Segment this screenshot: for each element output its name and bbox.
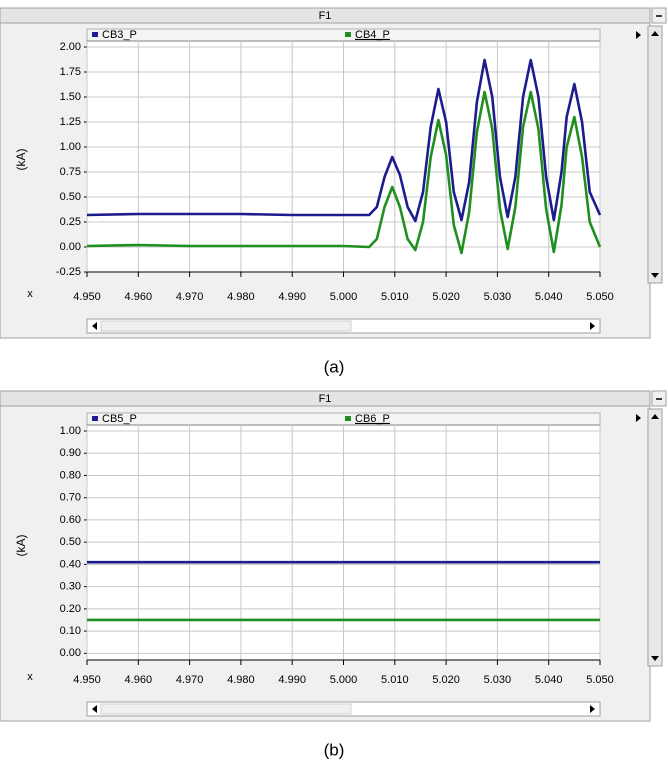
x-tick-label: 5.050	[586, 674, 614, 686]
x-tick-label: 5.030	[484, 674, 512, 686]
x-tick-label: 4.950	[73, 674, 101, 686]
x-tick-label: 5.010	[381, 291, 409, 303]
scroll-left	[92, 705, 97, 713]
x-tick-label: 4.980	[227, 674, 255, 686]
x-tick-label: 5.020	[432, 674, 460, 686]
y-tick-label: 1.50	[60, 91, 81, 103]
y-tick-label: 0.60	[60, 514, 81, 526]
y-tick-label: 0.90	[60, 447, 81, 459]
legend-swatch	[345, 416, 351, 421]
series-line	[86, 58, 602, 223]
y-tick-label: 2.00	[60, 41, 81, 53]
x-tick-label: 4.970	[176, 291, 204, 303]
title-bar	[0, 390, 651, 407]
y-axis-label: (kA)	[14, 149, 28, 171]
x-tick-label: 5.000	[330, 674, 358, 686]
scroll-down	[651, 656, 659, 661]
x-tick-label: 4.960	[125, 674, 153, 686]
y-tick-label: 0.30	[60, 581, 81, 593]
y-axis-label: (kA)	[14, 535, 28, 557]
x-tick-label: 4.960	[125, 291, 153, 303]
y-tick-label: 0.75	[60, 166, 81, 178]
legend-row	[86, 28, 601, 42]
x-tick-label: 4.970	[176, 674, 204, 686]
x-tick-label: 4.950	[73, 291, 101, 303]
y-tick-label: 0.20	[60, 603, 81, 615]
side-arrow	[636, 31, 641, 39]
panel-title: F1	[319, 10, 332, 22]
x-tick-label: 5.040	[535, 291, 563, 303]
x-tick-label: 5.030	[484, 291, 512, 303]
y-tick-label: 0.80	[60, 469, 81, 481]
x-axis-label: x	[27, 288, 33, 300]
scroll-left	[92, 322, 97, 330]
panel-title: F1	[319, 393, 332, 405]
scroll-right	[590, 322, 595, 330]
legend-label: CB6_P	[355, 413, 390, 425]
x-tick-label: 5.040	[535, 674, 563, 686]
y-tick-label: 1.75	[60, 66, 81, 78]
legend-swatch	[92, 416, 98, 421]
legend-label: CB5_P	[102, 413, 137, 425]
scroll-up	[651, 31, 659, 36]
title-bar	[0, 7, 651, 24]
h-scroll-thumb	[100, 320, 352, 332]
y-tick-label: 0.00	[60, 241, 81, 253]
series-line	[86, 90, 602, 255]
x-tick-label: 4.990	[278, 674, 306, 686]
v-scrollbar[interactable]	[647, 25, 663, 284]
y-tick-label: 0.10	[60, 625, 81, 637]
caption: (b)	[324, 740, 345, 759]
y-tick-label: -0.25	[56, 266, 81, 278]
x-tick-label: 5.000	[330, 291, 358, 303]
y-tick-label: 0.70	[60, 492, 81, 504]
x-tick-label: 4.980	[227, 291, 255, 303]
legend-label: CB3_P	[102, 29, 137, 41]
y-tick-label: 1.00	[60, 425, 81, 437]
legend-row	[86, 412, 601, 426]
legend-label: CB4_P	[355, 29, 390, 41]
caption: (a)	[324, 357, 345, 376]
y-tick-label: 1.00	[60, 141, 81, 153]
h-scroll-thumb	[100, 703, 352, 715]
v-scrollbar[interactable]	[647, 408, 663, 667]
legend-swatch	[92, 32, 98, 37]
scroll-down	[651, 273, 659, 278]
x-tick-label: 5.020	[432, 291, 460, 303]
x-tick-label: 5.010	[381, 674, 409, 686]
y-tick-label: 0.50	[60, 536, 81, 548]
x-tick-label: 4.990	[278, 291, 306, 303]
y-tick-label: 0.50	[60, 191, 81, 203]
y-tick-label: 0.00	[60, 647, 81, 659]
side-arrow	[636, 414, 641, 422]
x-tick-label: 5.050	[586, 291, 614, 303]
y-tick-label: 0.25	[60, 216, 81, 228]
y-tick-label: 0.40	[60, 558, 81, 570]
x-axis-label: x	[27, 671, 33, 683]
legend-swatch	[345, 32, 351, 37]
scroll-right	[590, 705, 595, 713]
y-tick-label: 1.25	[60, 116, 81, 128]
scroll-up	[651, 414, 659, 419]
